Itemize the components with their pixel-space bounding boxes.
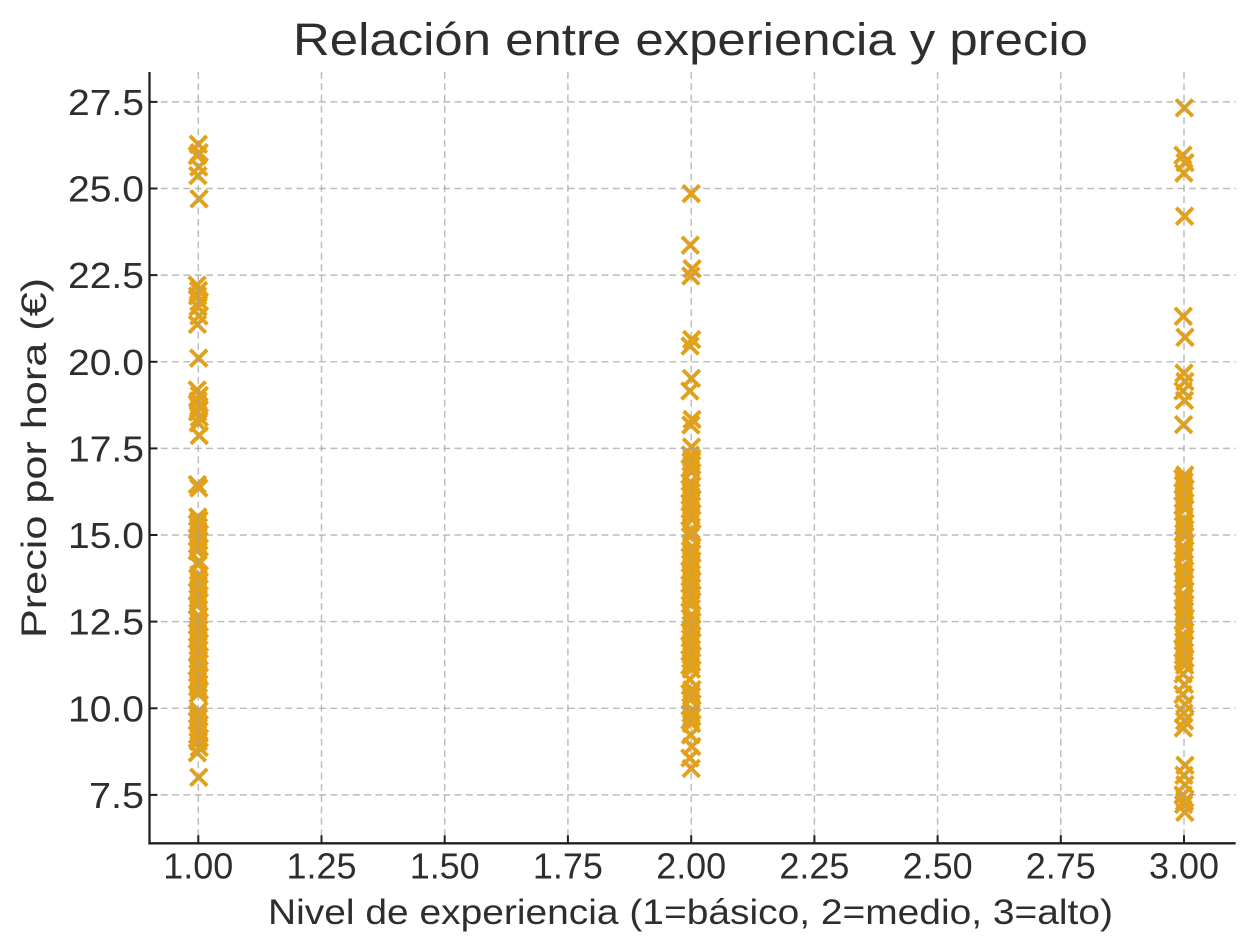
svg-text:1.75: 1.75 [533, 846, 603, 887]
svg-text:Relación entre experiencia y p: Relación entre experiencia y precio [293, 14, 1088, 65]
svg-text:Precio por hora (€): Precio por hora (€) [14, 278, 54, 638]
svg-text:1.50: 1.50 [410, 846, 480, 887]
svg-text:2.50: 2.50 [903, 846, 973, 887]
svg-text:20.0: 20.0 [68, 342, 144, 383]
svg-text:2.75: 2.75 [1026, 846, 1096, 887]
svg-text:1.00: 1.00 [163, 846, 233, 887]
svg-text:25.0: 25.0 [68, 169, 144, 210]
svg-text:12.5: 12.5 [68, 602, 144, 643]
svg-text:2.00: 2.00 [656, 846, 726, 887]
svg-text:15.0: 15.0 [68, 515, 144, 556]
svg-text:10.0: 10.0 [68, 688, 144, 729]
svg-text:1.25: 1.25 [287, 846, 357, 887]
svg-text:7.5: 7.5 [89, 775, 144, 816]
svg-text:2.25: 2.25 [779, 846, 849, 887]
svg-text:Nivel de experiencia (1=básico: Nivel de experiencia (1=básico, 2=medio,… [268, 892, 1113, 932]
svg-text:27.5: 27.5 [68, 82, 144, 123]
svg-text:22.5: 22.5 [68, 255, 144, 296]
svg-text:17.5: 17.5 [68, 428, 144, 469]
svg-text:3.00: 3.00 [1149, 846, 1219, 887]
